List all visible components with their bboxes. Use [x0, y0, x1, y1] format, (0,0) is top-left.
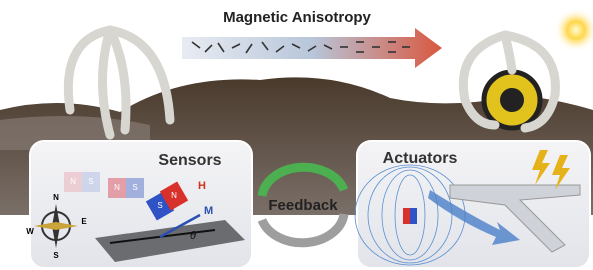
magnet-pole: N — [114, 183, 120, 192]
magnet-pole: S — [157, 201, 162, 210]
compass-letter: E — [81, 217, 87, 226]
panel-label: Actuators — [383, 150, 458, 167]
compass-letter: W — [26, 227, 34, 236]
field-label: H — [198, 180, 206, 192]
ball-pattern — [500, 88, 524, 112]
magnet-pole: S — [88, 177, 93, 186]
figure: Magnetic Anisotropy Sensors M θ H N S N … — [0, 0, 593, 270]
magnet — [410, 208, 417, 224]
panel-label: Sensors — [158, 152, 221, 169]
feedback-arrow — [262, 214, 344, 243]
feedback-label: Feedback — [268, 197, 338, 214]
magnetization-label: M — [204, 205, 213, 217]
magnet-pole: S — [132, 183, 137, 192]
sun — [554, 8, 593, 52]
magnet-pole: N — [70, 177, 76, 186]
title: Magnetic Anisotropy — [223, 9, 371, 26]
magnet — [403, 208, 410, 224]
compass-letter: N — [53, 193, 59, 202]
compass-letter: S — [53, 251, 59, 260]
magnet-pole: N — [171, 191, 177, 200]
angle-label: θ — [190, 230, 196, 242]
